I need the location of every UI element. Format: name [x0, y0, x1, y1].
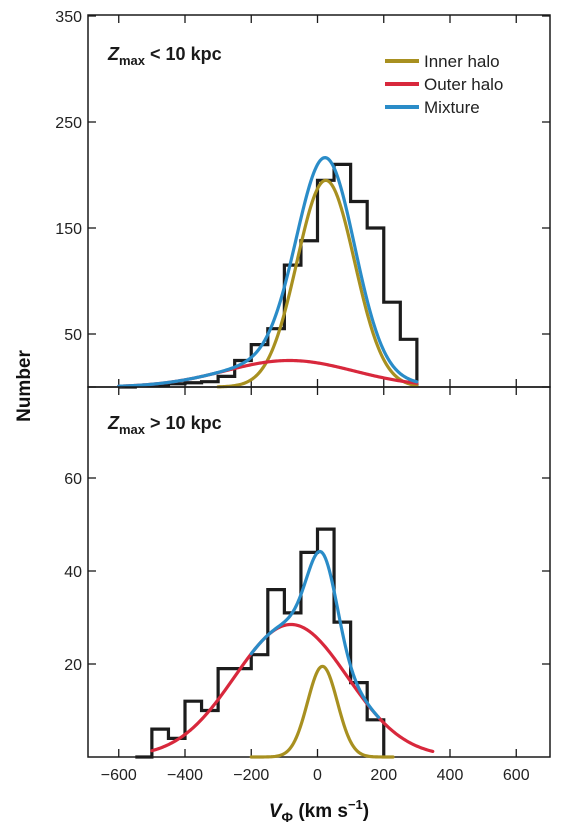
curve-outer-halo — [150, 622, 435, 754]
panel-bottom-label: Zmax > 10 kpc — [107, 413, 222, 437]
y-tick-label: 250 — [55, 115, 82, 132]
x-tick-label: −600 — [101, 767, 137, 784]
curve-mixture — [249, 549, 381, 719]
y-tick-label: 20 — [64, 657, 82, 674]
legend-label-outer-halo: Outer halo — [424, 75, 503, 94]
panel-top-histogram — [118, 162, 419, 389]
y-tick-label: 60 — [64, 471, 82, 488]
x-tick-label: 0 — [313, 767, 322, 784]
histogram-steps — [118, 162, 419, 389]
panel-top: 50 150 250 350 Zmax < 10 kpc Inner halo Out… — [55, 9, 551, 389]
panel-bottom-curves — [150, 549, 435, 759]
x-axis-title: VΦ (km s−1) — [269, 797, 369, 825]
histogram-bin — [235, 669, 252, 757]
histogram-bin — [268, 590, 285, 757]
y-axis-title: Number — [14, 350, 35, 422]
histogram-bin — [318, 180, 335, 387]
histogram-bin — [301, 241, 318, 387]
histogram-bin — [251, 655, 268, 757]
histogram-bin — [367, 720, 384, 757]
legend: Inner halo Outer halo Mixture — [385, 52, 503, 117]
panel-bottom-ticks: 20 40 60 — [64, 387, 550, 757]
y-tick-label: 350 — [55, 9, 82, 26]
panel-top-label: Zmax < 10 kpc — [107, 44, 222, 68]
y-tick-label: 40 — [64, 564, 82, 581]
x-tick-label: 600 — [503, 767, 530, 784]
panel-bottom: 20 40 60 Zmax > 10 kpc — [64, 386, 551, 759]
curve-inner-halo — [216, 178, 419, 389]
x-axis-ticks: −600 −400 −200 0 200 400 600 — [101, 767, 530, 784]
x-tick-label: −200 — [233, 767, 269, 784]
x-tick-label: 200 — [370, 767, 397, 784]
panel-top-curves — [117, 156, 419, 389]
y-tick-label: 50 — [64, 327, 82, 344]
x-tick-label: 400 — [437, 767, 464, 784]
x-tick-label: −400 — [167, 767, 203, 784]
histogram-bin — [152, 729, 169, 757]
curve-mixture — [117, 156, 419, 388]
legend-label-mixture: Mixture — [424, 98, 480, 117]
legend-label-inner-halo: Inner halo — [424, 52, 500, 71]
panel-bottom-frame — [87, 386, 551, 758]
y-tick-label: 150 — [55, 221, 82, 238]
curve-inner-halo — [249, 664, 395, 759]
